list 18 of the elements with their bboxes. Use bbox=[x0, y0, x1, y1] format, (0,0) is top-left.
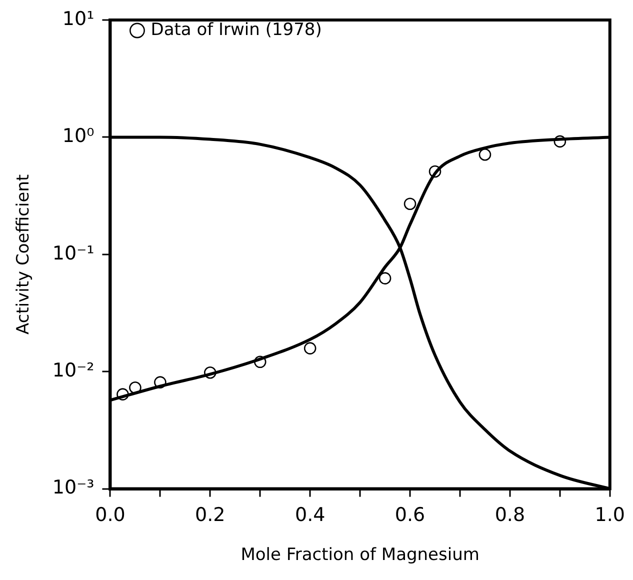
x-tick-label: 0.6 bbox=[394, 504, 426, 526]
y-tick-label: 10⁰ bbox=[62, 125, 94, 148]
y-axis-title: Activity Coefficient bbox=[14, 174, 34, 334]
x-tick-label: 0.8 bbox=[494, 504, 526, 526]
y-tick-label: 10⁻¹ bbox=[52, 242, 94, 264]
x-tick-label: 1.0 bbox=[594, 504, 625, 526]
y-tick-label: 10¹ bbox=[62, 8, 94, 30]
y-tick-label: 10⁻² bbox=[52, 360, 94, 382]
x-axis-title: Mole Fraction of Magnesium bbox=[240, 545, 480, 566]
point bbox=[378, 272, 392, 284]
x-tick-label: 0.2 bbox=[195, 504, 226, 526]
x-tick-label: 0.0 bbox=[95, 504, 126, 526]
y-tick-label: 10⁻³ bbox=[52, 476, 94, 499]
point bbox=[404, 198, 416, 210]
point bbox=[304, 342, 316, 354]
legend-label: Data of Irwin (1978) bbox=[150, 20, 322, 40]
point bbox=[478, 148, 492, 161]
x-tick-label: 0.4 bbox=[294, 504, 326, 526]
